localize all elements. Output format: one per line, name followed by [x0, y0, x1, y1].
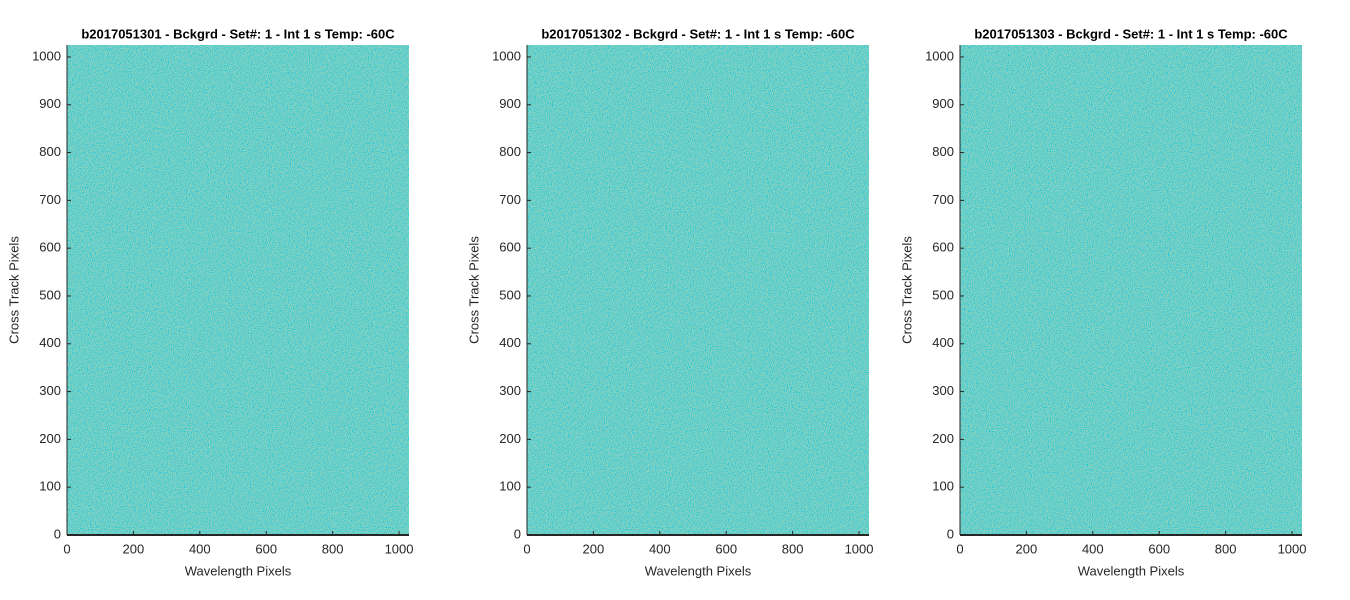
- y-tick-label: 900: [499, 96, 521, 111]
- y-tick-label: 700: [499, 192, 521, 207]
- y-tick-label: 500: [499, 287, 521, 302]
- x-axis-label: Wavelength Pixels: [185, 563, 292, 578]
- y-tick-label: 900: [932, 96, 954, 111]
- x-tick-label: 200: [123, 541, 145, 556]
- y-tick-label: 800: [932, 144, 954, 159]
- x-tick-label: 800: [782, 541, 804, 556]
- y-tick-label: 800: [499, 144, 521, 159]
- x-tick-label: 0: [956, 541, 963, 556]
- y-tick-label: 700: [39, 192, 61, 207]
- y-tick-label: 200: [499, 431, 521, 446]
- y-tick-label: 900: [39, 96, 61, 111]
- y-tick-label: 400: [39, 335, 61, 350]
- y-tick-label: 0: [947, 526, 954, 541]
- x-tick-label: 400: [1082, 541, 1104, 556]
- y-axis-label: Cross Track Pixels: [466, 236, 481, 344]
- x-tick-label: 400: [189, 541, 211, 556]
- chart-title: b2017051302 - Bckgrd - Set#: 1 - Int 1 s…: [541, 26, 855, 41]
- x-tick-label: 0: [523, 541, 530, 556]
- x-axis-label: Wavelength Pixels: [645, 563, 752, 578]
- image: [527, 45, 869, 535]
- y-tick-label: 300: [932, 383, 954, 398]
- x-tick-label: 1000: [1278, 541, 1307, 556]
- y-axis-label: Cross Track Pixels: [6, 236, 21, 344]
- y-tick-label: 400: [932, 335, 954, 350]
- y-tick-label: 500: [39, 287, 61, 302]
- x-tick-label: 400: [649, 541, 671, 556]
- y-axis-label: Cross Track Pixels: [899, 236, 914, 344]
- y-tick-label: 500: [932, 287, 954, 302]
- y-tick-label: 200: [932, 431, 954, 446]
- x-axis-label: Wavelength Pixels: [1078, 563, 1185, 578]
- x-tick-label: 600: [255, 541, 277, 556]
- y-tick-label: 1000: [925, 48, 954, 63]
- y-tick-label: 100: [932, 479, 954, 494]
- y-tick-label: 300: [499, 383, 521, 398]
- x-tick-label: 1000: [845, 541, 874, 556]
- x-tick-label: 800: [1215, 541, 1237, 556]
- y-tick-label: 100: [39, 479, 61, 494]
- x-tick-label: 0: [63, 541, 70, 556]
- y-tick-label: 700: [932, 192, 954, 207]
- y-tick-label: 1000: [32, 48, 61, 63]
- x-tick-label: 1000: [385, 541, 414, 556]
- y-tick-label: 600: [39, 240, 61, 255]
- y-tick-label: 400: [499, 335, 521, 350]
- chart-title: b2017051303 - Bckgrd - Set#: 1 - Int 1 s…: [974, 26, 1288, 41]
- y-tick-label: 0: [514, 526, 521, 541]
- x-tick-label: 600: [1148, 541, 1170, 556]
- y-tick-label: 200: [39, 431, 61, 446]
- y-tick-label: 1000: [492, 48, 521, 63]
- chart-title: b2017051301 - Bckgrd - Set#: 1 - Int 1 s…: [81, 26, 395, 41]
- x-tick-label: 200: [583, 541, 605, 556]
- y-tick-label: 100: [499, 479, 521, 494]
- y-tick-label: 600: [932, 240, 954, 255]
- y-tick-label: 800: [39, 144, 61, 159]
- image: [960, 45, 1302, 535]
- y-tick-label: 300: [39, 383, 61, 398]
- y-tick-label: 0: [54, 526, 61, 541]
- x-tick-label: 600: [715, 541, 737, 556]
- x-tick-label: 200: [1016, 541, 1038, 556]
- x-tick-label: 800: [322, 541, 344, 556]
- y-tick-label: 600: [499, 240, 521, 255]
- image: [67, 45, 409, 535]
